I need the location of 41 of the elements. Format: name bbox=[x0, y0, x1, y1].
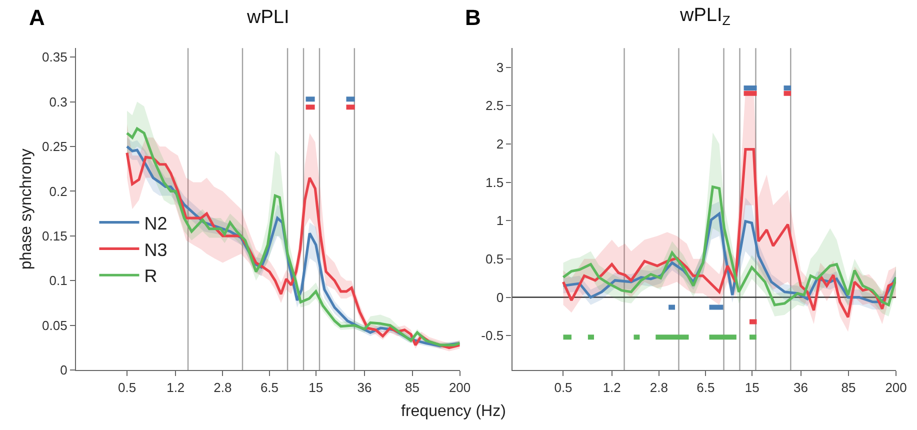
y-tick-label: 0 bbox=[60, 362, 68, 378]
y-tick-label: 0 bbox=[496, 290, 504, 305]
text: A bbox=[29, 5, 45, 30]
y-tick-label: 1 bbox=[496, 213, 504, 228]
y-tick-label: 1.5 bbox=[486, 174, 504, 190]
x-tick-label: 1.2 bbox=[166, 380, 185, 395]
y-tick-label: 0.5 bbox=[486, 251, 504, 266]
x-tick-label: 85 bbox=[405, 380, 420, 395]
x-axis-title: frequency (Hz) bbox=[401, 403, 506, 420]
y-tick-label: 0.35 bbox=[42, 50, 68, 65]
y-tick-label: 0.1 bbox=[49, 273, 68, 288]
x-tick-label: 2.8 bbox=[650, 380, 668, 395]
x-tick-label: 36 bbox=[794, 380, 808, 395]
y-tick-label: 0.25 bbox=[42, 139, 68, 154]
x-tick-label: 36 bbox=[357, 380, 372, 395]
chart-title: wPLI bbox=[246, 7, 290, 28]
y-tick-label: 0.3 bbox=[49, 94, 68, 110]
x-tick-label: 1.2 bbox=[602, 380, 621, 395]
x-tick-label: 0.5 bbox=[118, 380, 136, 395]
x-tick-label: 2.8 bbox=[214, 380, 232, 395]
x-tick-label: 6.5 bbox=[260, 380, 279, 395]
y-tick-label: 0.05 bbox=[42, 318, 68, 333]
y-tick-label: 2.5 bbox=[486, 98, 504, 114]
y-tick-label: -0.5 bbox=[481, 328, 504, 344]
x-tick-label: 15 bbox=[308, 380, 324, 395]
x-tick-label: 0.5 bbox=[554, 380, 572, 395]
x-tick-label: 85 bbox=[841, 380, 856, 395]
x-tick-label: 15 bbox=[744, 380, 760, 395]
y-tick-label: 0.2 bbox=[49, 184, 68, 199]
y-axis-title: phase synchrony bbox=[18, 148, 35, 270]
y-tick-label: 3 bbox=[496, 60, 504, 75]
x-tick-label: 200 bbox=[448, 380, 471, 395]
legend-label: N2 bbox=[144, 213, 168, 234]
y-tick-label: 0.15 bbox=[42, 228, 68, 244]
text: B bbox=[465, 5, 481, 30]
x-tick-label: 200 bbox=[885, 380, 907, 395]
x-tick-label: 6.5 bbox=[696, 380, 715, 395]
y-tick-label: 2 bbox=[496, 136, 504, 152]
legend-label: N3 bbox=[144, 240, 168, 260]
legend-label: R bbox=[144, 266, 158, 286]
chart-title: wPLI$_{Z}$ bbox=[679, 5, 730, 28]
